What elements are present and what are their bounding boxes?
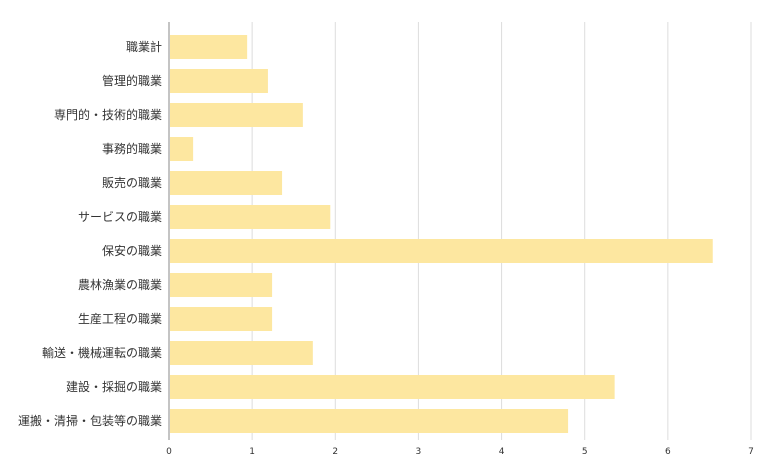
category-label: 事務的職業 xyxy=(102,141,162,156)
category-label: 管理的職業 xyxy=(102,73,162,88)
bar-layer xyxy=(170,35,713,433)
x-tick-label: 1 xyxy=(249,447,255,457)
x-tick-label: 5 xyxy=(582,447,588,457)
bar xyxy=(170,171,283,195)
bar xyxy=(170,103,303,127)
x-tick-label: 0 xyxy=(166,447,172,457)
category-label: 保安の職業 xyxy=(102,243,162,258)
x-tick-label: 3 xyxy=(416,447,422,457)
x-tick-label: 2 xyxy=(332,447,338,457)
category-label: 職業計 xyxy=(126,39,162,54)
category-label: 建設・採掘の職業 xyxy=(66,379,162,394)
tick-label-layer: 0 1 2 3 4 5 6 7 xyxy=(166,447,754,457)
category-label: 生産工程の職業 xyxy=(78,311,162,326)
bar xyxy=(170,409,569,433)
bar xyxy=(170,273,273,297)
bar xyxy=(170,205,331,229)
x-tick-label: 6 xyxy=(665,447,671,457)
category-label: 輸送・機械運転の職業 xyxy=(42,345,162,360)
bar xyxy=(170,375,615,399)
category-label: 専門的・技術的職業 xyxy=(54,107,162,122)
category-label: 販売の職業 xyxy=(102,175,162,190)
bar xyxy=(170,35,248,59)
bar xyxy=(170,307,273,331)
category-label: 農林漁業の職業 xyxy=(78,278,162,292)
category-label: サービスの職業 xyxy=(78,210,162,224)
x-tick-label: 7 xyxy=(748,447,754,457)
x-tick-label: 4 xyxy=(499,447,505,457)
category-label: 運搬・清掃・包装等の職業 xyxy=(18,413,162,428)
bar xyxy=(170,239,713,263)
category-label-layer: 職業計管理的職業専門的・技術的職業事務的職業販売の職業サービスの職業保安の職業農… xyxy=(18,39,162,428)
bar xyxy=(170,137,194,161)
bar xyxy=(170,69,268,93)
bar xyxy=(170,341,313,365)
grid-layer xyxy=(251,22,752,440)
